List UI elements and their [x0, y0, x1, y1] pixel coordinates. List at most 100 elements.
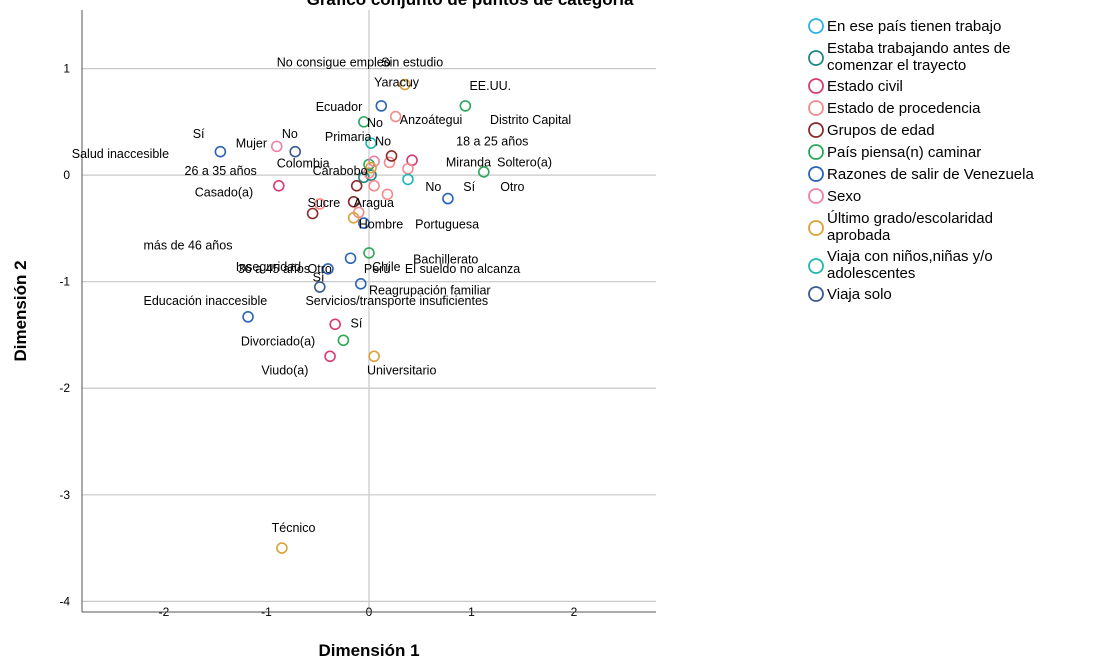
- legend-marker: [808, 78, 824, 94]
- point-label: Sí: [463, 180, 475, 194]
- point-label: Sin estudio: [381, 55, 443, 69]
- scatter-point: [459, 100, 472, 112]
- legend-marker: [808, 166, 824, 182]
- point-label: Perú: [364, 262, 390, 276]
- point-label: Carabobo: [313, 164, 368, 178]
- scatter-point: [363, 247, 375, 259]
- scatter-point: [365, 137, 377, 149]
- legend-label: Último grado/escolaridad aprobada: [827, 210, 993, 244]
- scatter-point: [347, 195, 360, 208]
- scatter-point: [399, 78, 411, 91]
- legend-marker: [808, 122, 824, 138]
- point-label: Hombre: [359, 217, 404, 231]
- point-label: Aragua: [354, 196, 394, 210]
- y-tick-label: -2: [59, 381, 70, 395]
- y-axis-title: Dimensión 2: [11, 260, 30, 361]
- scatter-point: [385, 150, 398, 162]
- point-label: No: [367, 116, 383, 130]
- point-label: Bachillerato: [413, 253, 478, 267]
- point-label: Universitario: [367, 363, 437, 377]
- scatter-point: [322, 263, 334, 275]
- point-label: Portuguesa: [415, 217, 479, 231]
- point-label: El sueldo no alcanza: [405, 262, 520, 276]
- scatter-point: [337, 334, 350, 347]
- scatter-point: [272, 180, 285, 192]
- y-tick-label: 0: [63, 168, 70, 182]
- legend-marker: [808, 18, 824, 34]
- scatter-point: [381, 188, 394, 201]
- legend-marker: [808, 144, 824, 160]
- point-label: Otro: [308, 262, 332, 276]
- point-label: más de 46 años: [144, 239, 233, 253]
- scatter-point: [242, 311, 254, 323]
- scatter-point: [365, 161, 377, 174]
- point-label: 18 a 25 años: [456, 134, 528, 148]
- scatter-point: [350, 180, 363, 192]
- point-label: Soltero(a): [497, 156, 552, 170]
- point-label: Inseguridad: [236, 260, 301, 274]
- point-label: Chile: [372, 260, 401, 274]
- point-label: Casado(a): [195, 185, 253, 199]
- point-label: No: [375, 134, 391, 148]
- legend-label: En ese país tienen trabajo: [827, 18, 1001, 35]
- point-label: Otro: [500, 180, 524, 194]
- point-label: Reagrupación familiar: [369, 283, 491, 297]
- point-label: Servicios/transporte insuficientes: [305, 294, 488, 308]
- point-label: Ecuador: [316, 100, 363, 114]
- point-label: 26 a 35 años: [185, 164, 257, 178]
- scatter-point: [354, 278, 367, 290]
- point-label: Sí: [313, 271, 325, 285]
- point-label: Yaracuy: [374, 76, 420, 90]
- scatter-point: [344, 252, 357, 265]
- y-tick-label: -3: [59, 488, 70, 502]
- legend-label: Grupos de edad: [827, 122, 935, 139]
- legend-label: Viaja con niños,niñas y/o adolescentes: [827, 248, 993, 282]
- scatter-point: [324, 350, 336, 363]
- legend-marker: [808, 258, 824, 274]
- point-label: Salud inaccesible: [72, 147, 169, 161]
- chart-title: Gráfico conjunto de puntos de categoría: [307, 0, 634, 9]
- legend-marker: [808, 220, 824, 236]
- point-label: Miranda: [446, 156, 491, 170]
- y-tick-label: -4: [59, 594, 70, 608]
- legend-label: Razones de salir de Venezuela: [827, 166, 1034, 183]
- scatter-point: [306, 207, 319, 220]
- scatter-point: [289, 145, 302, 158]
- legend-label: Viaja solo: [827, 286, 892, 303]
- scatter-point: [214, 145, 227, 158]
- scatter-point: [368, 155, 380, 168]
- point-label: No consigue empleo: [277, 55, 391, 69]
- scatter-point: [368, 180, 380, 192]
- scatter-point: [270, 140, 283, 153]
- scatter-point: [276, 542, 288, 554]
- point-label: Sí: [351, 317, 363, 331]
- axes: 10-1-2-3-4-2 -1 0 1 2: [59, 10, 656, 619]
- scatter-point: [347, 211, 360, 224]
- legend: En ese país tienen trabajo Estaba trabaja…: [808, 18, 1034, 303]
- point-label: Colombia: [277, 157, 330, 171]
- legend-label: Estaba trabajando antes de comenzar el tr…: [827, 40, 1010, 74]
- scatter-point: [402, 173, 414, 186]
- scatter-point: [375, 100, 388, 112]
- point-label: Sucre: [308, 196, 341, 210]
- point-label: 36 a 45 años: [238, 262, 310, 276]
- legend-marker: [808, 286, 824, 302]
- point-label: No: [282, 127, 298, 141]
- point-label: Viudo(a): [261, 363, 308, 377]
- scatter-point: [363, 167, 375, 179]
- scatter-point: [383, 156, 396, 169]
- point-label: Primaria: [325, 130, 372, 144]
- scatter-point: [389, 110, 402, 123]
- point-label: Técnico: [272, 521, 316, 535]
- data-points: [214, 78, 490, 554]
- y-tick-label: 1: [63, 62, 70, 76]
- scatter-point: [365, 169, 377, 181]
- scatter-point: [358, 217, 370, 229]
- point-label: Distrito Capital: [490, 113, 571, 127]
- legend-label: Estado civil: [827, 78, 903, 95]
- scatter-point: [477, 166, 490, 178]
- scatter-point: [329, 318, 341, 331]
